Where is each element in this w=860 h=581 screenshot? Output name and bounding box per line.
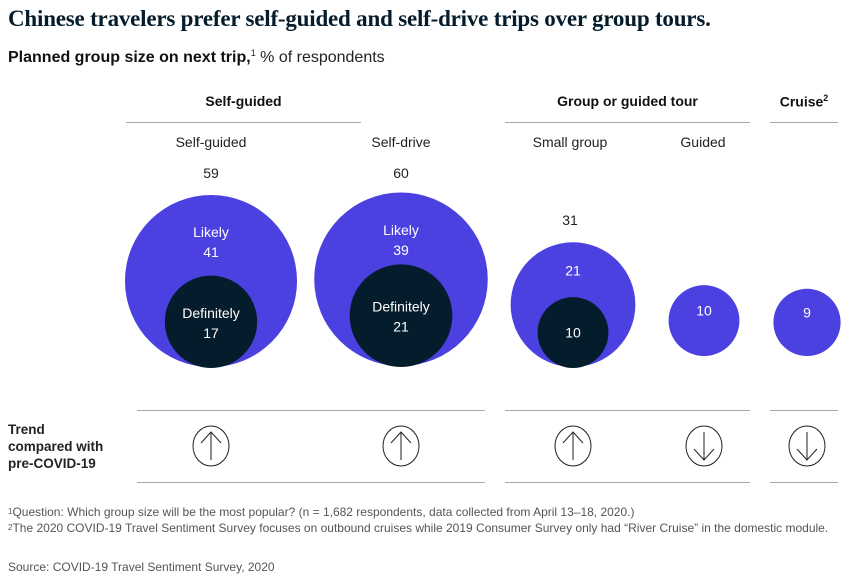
trend-rule-top [505,410,750,411]
likely-bubble [668,285,740,356]
subtitle-bold: Planned group size on next trip, [8,49,251,66]
footnote-2: 2The 2020 COVID-19 Travel Sentiment Surv… [8,521,838,536]
category-label: Guided [680,134,726,150]
arrow-up-icon [382,425,420,467]
footnote-text: Question: Which group size will be the m… [12,505,635,519]
group-header-cruise: Cruise2 [770,93,838,110]
group-header-label: Cruise [779,93,824,110]
likely-bubble [773,288,841,356]
trend-label-line: pre-COVID-19 [8,456,96,471]
footnote-1: 1Question: Which group size will be the … [8,505,634,520]
subtitle-unit: % of respondents [255,49,385,66]
arrow-up-icon [554,425,592,467]
footnote-ref: 1 [8,507,13,516]
trend-row-label: Trend compared with pre-COVID-19 [8,421,103,472]
group-rule-self-guided [126,122,361,123]
chart-title: Chinese travelers prefer self-guided and… [8,6,711,31]
group-rule-group-tour [505,122,750,123]
arrow-down-icon [685,425,723,467]
group-header-label: Self-guided [205,93,282,109]
definitely-label: Definitely [372,299,430,315]
subtitle-footnote-ref: 1 [250,48,256,58]
likely-value: 9 [803,304,811,320]
footnote-text: The 2020 COVID-19 Travel Sentiment Surve… [12,521,829,535]
likely-label: Likely [383,222,419,238]
likely-value: 10 [696,302,712,318]
definitely-bubble [537,297,609,368]
group-header-footnote-ref: 2 [823,93,829,103]
definitely-bubble [164,275,258,369]
trend-rule-top [770,410,838,411]
likely-label: Likely [193,224,229,240]
trend-rule-bottom [137,482,485,483]
definitely-bubble [349,264,453,367]
trend-label-line: Trend [8,422,45,437]
category-label: Small group [532,134,608,150]
trend-label-line: compared with [8,439,104,454]
definitely-value: 17 [203,325,219,341]
total-label: 59 [203,165,219,181]
definitely-label: Definitely [182,305,240,321]
source-note: Source: COVID-19 Travel Sentiment Survey… [8,560,275,574]
category-label: Self-guided [175,134,247,150]
likely-value: 41 [203,244,219,260]
trend-rule-bottom [505,482,750,483]
trend-rule-bottom [770,482,838,483]
category-label: Self-drive [371,134,431,150]
group-header-label: Group or guided tour [557,93,698,109]
total-label: 60 [393,165,409,181]
group-header-group-tour: Group or guided tour [505,93,750,109]
total-label: 31 [562,212,578,228]
group-rule-cruise [770,122,838,123]
trend-rule-top [137,410,485,411]
group-header-self-guided: Self-guided [126,93,361,109]
definitely-value: 10 [565,325,581,341]
definitely-value: 21 [393,319,409,335]
likely-value: 39 [393,242,409,258]
arrow-up-icon [192,425,230,467]
chart-subtitle: Planned group size on next trip,1 % of r… [8,48,385,67]
footnote-ref: 2 [8,523,13,532]
arrow-down-icon [788,425,826,467]
likely-value: 21 [565,262,581,278]
